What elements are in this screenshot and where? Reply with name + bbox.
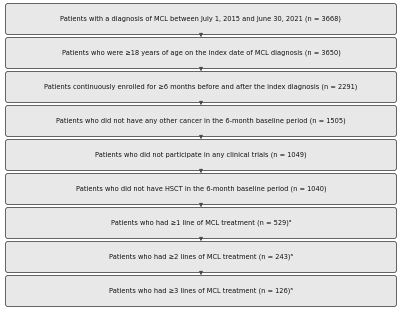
- FancyBboxPatch shape: [6, 140, 395, 170]
- FancyBboxPatch shape: [6, 72, 395, 103]
- Text: Patients continuously enrolled for ≥6 months before and after the index diagnosi: Patients continuously enrolled for ≥6 mo…: [44, 84, 357, 90]
- Text: Patients who had ≥1 line of MCL treatment (n = 529)ᵃ: Patients who had ≥1 line of MCL treatmen…: [110, 220, 291, 226]
- FancyBboxPatch shape: [6, 174, 395, 205]
- FancyBboxPatch shape: [6, 242, 395, 272]
- FancyBboxPatch shape: [6, 3, 395, 35]
- Text: Patients who did not have any other cancer in the 6-month baseline period (n = 1: Patients who did not have any other canc…: [56, 118, 345, 124]
- FancyBboxPatch shape: [6, 207, 395, 239]
- FancyBboxPatch shape: [6, 38, 395, 68]
- FancyBboxPatch shape: [6, 276, 395, 307]
- Text: Patients who did not have HSCT in the 6-month baseline period (n = 1040): Patients who did not have HSCT in the 6-…: [75, 186, 326, 192]
- Text: Patients with a diagnosis of MCL between July 1, 2015 and June 30, 2021 (n = 366: Patients with a diagnosis of MCL between…: [60, 16, 341, 22]
- Text: Patients who did not participate in any clinical trials (n = 1049): Patients who did not participate in any …: [95, 152, 306, 158]
- Text: Patients who had ≥2 lines of MCL treatment (n = 243)ᵃ: Patients who had ≥2 lines of MCL treatme…: [109, 254, 292, 260]
- Text: Patients who had ≥3 lines of MCL treatment (n = 126)ᵃ: Patients who had ≥3 lines of MCL treatme…: [109, 288, 292, 294]
- FancyBboxPatch shape: [6, 105, 395, 137]
- Text: Patients who were ≥18 years of age on the index date of MCL diagnosis (n = 3650): Patients who were ≥18 years of age on th…: [61, 50, 340, 56]
